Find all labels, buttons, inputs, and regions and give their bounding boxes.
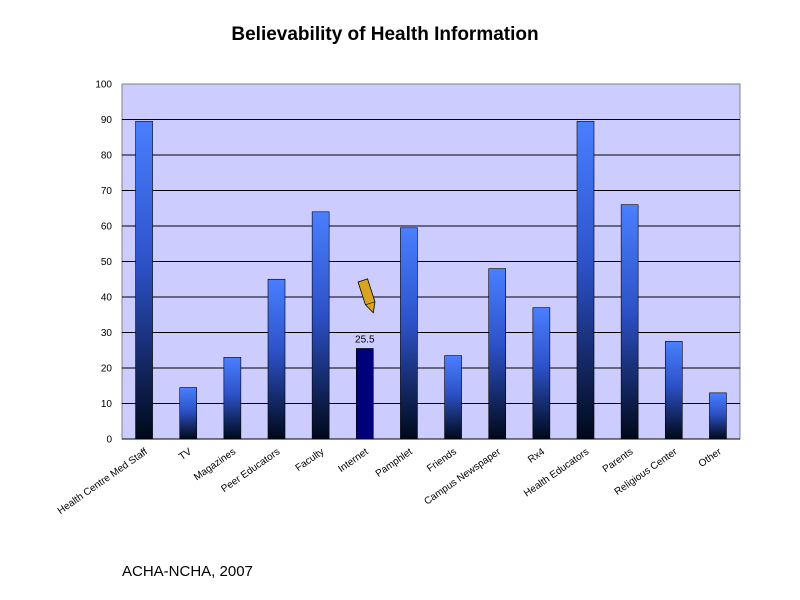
x-category-label: TV [177, 446, 194, 463]
bar-tv [179, 387, 198, 440]
bars [135, 120, 727, 440]
y-tick-label: 90 [101, 115, 113, 126]
y-tick-label: 70 [101, 186, 113, 197]
bar-magazines [223, 357, 242, 440]
y-axis: 0 10 20 30 40 50 60 70 80 90 100 [95, 80, 112, 446]
chart-title: Believability of Health Information [231, 24, 539, 45]
x-category-label: Health Centre Med Staff [56, 446, 150, 517]
pointer-icon [357, 278, 376, 314]
bar-faculty [311, 211, 330, 440]
annotations: 25.5 [355, 278, 376, 345]
bar-pamphlet [400, 227, 418, 440]
y-tick-label: 60 [101, 222, 113, 233]
x-category-label: Pamphlet [374, 446, 415, 479]
bar-parents [620, 204, 639, 440]
bar-internet [355, 348, 374, 440]
bar-other [709, 392, 727, 440]
y-tick-label: 30 [101, 328, 113, 339]
bar-peer-educators [267, 278, 286, 440]
y-tick-label: 40 [101, 293, 113, 304]
bar-campus-newspaper [488, 268, 507, 440]
x-category-label: Rx4 [526, 446, 547, 465]
bar-rx4 [532, 307, 551, 440]
x-category-label: Other [697, 446, 724, 470]
x-category-label: Faculty [294, 446, 327, 473]
x-category-label: Campus Newspaper [422, 446, 503, 507]
data-label: 25.5 [355, 334, 375, 345]
y-tick-label: 50 [101, 257, 113, 268]
y-tick-label: 0 [106, 435, 112, 446]
y-tick-label: 100 [95, 80, 112, 91]
x-category-label: Parents [601, 446, 636, 475]
source-note: ACHA-NCHA, 2007 [122, 563, 253, 580]
x-category-label: Internet [336, 446, 370, 475]
bar-health-centre-med-staff [135, 120, 153, 440]
x-category-label: Friends [425, 446, 459, 474]
y-tick-label: 10 [101, 399, 113, 410]
y-tick-label: 80 [101, 151, 113, 162]
bar-health-educators [576, 120, 595, 440]
y-tick-label: 20 [101, 364, 113, 375]
bar-religious-center [664, 341, 683, 440]
bar-friends [444, 355, 462, 440]
